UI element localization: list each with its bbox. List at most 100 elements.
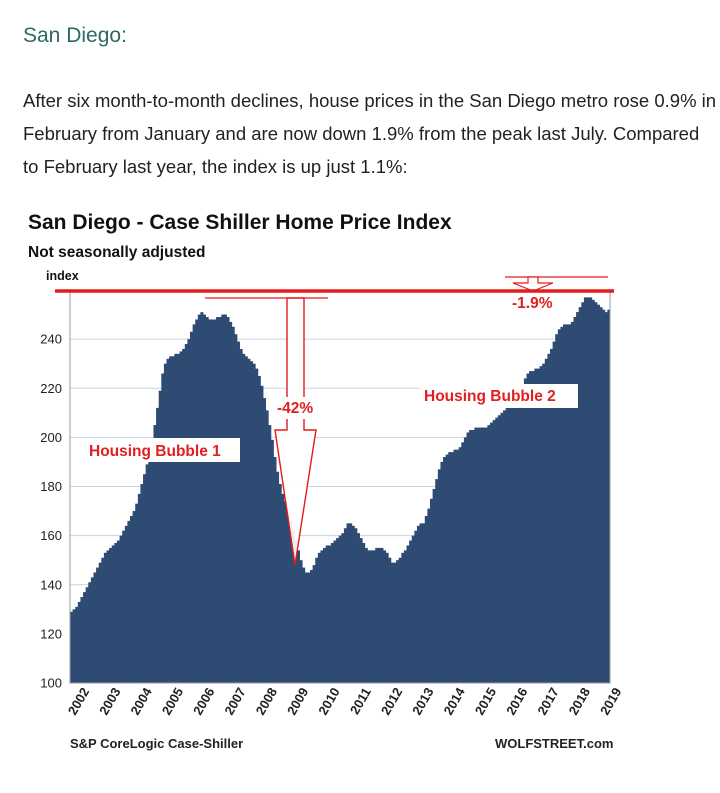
annotation-bg-bubble-1 [85, 438, 240, 462]
chart-credit: WOLFSTREET.com [495, 736, 613, 751]
bar [576, 312, 580, 683]
bar [521, 385, 525, 683]
bar [111, 545, 115, 683]
bar [323, 547, 327, 683]
bar [482, 427, 486, 683]
bar [174, 353, 178, 683]
bar [192, 324, 196, 683]
bar [130, 515, 134, 683]
bar [205, 317, 209, 683]
bar [265, 410, 269, 683]
bar [594, 302, 598, 683]
chart-title: San Diego - Case Shiller Home Price Inde… [28, 211, 452, 234]
y-tick-labels: 100 120 140 160 180 200 220 240 [40, 332, 62, 691]
bar [216, 317, 220, 683]
bar [122, 530, 126, 683]
bar [179, 351, 183, 683]
bar [325, 545, 329, 683]
bar [276, 471, 280, 683]
bar [458, 447, 462, 683]
bar [98, 562, 102, 683]
bar-series [70, 297, 611, 684]
bar [270, 439, 274, 683]
bar [534, 368, 538, 683]
bar [221, 314, 225, 683]
bar [163, 363, 167, 683]
bar [518, 390, 522, 683]
drop-arrow-42 [205, 297, 328, 566]
bar [414, 530, 418, 683]
bar [124, 525, 128, 683]
bar [516, 393, 520, 683]
bar [471, 430, 475, 683]
bar [247, 358, 251, 683]
bar [557, 329, 561, 683]
annotation-minus-42: -42% [277, 400, 313, 417]
bar [508, 405, 512, 683]
bar [197, 314, 201, 683]
bar [169, 356, 173, 683]
bar [137, 493, 141, 683]
bar [70, 611, 74, 683]
bar [380, 547, 384, 683]
bar [427, 508, 431, 683]
bar [343, 528, 347, 683]
bar [401, 552, 405, 683]
bar [398, 557, 402, 683]
bar [158, 390, 162, 683]
bar [255, 368, 259, 683]
bar [453, 449, 457, 683]
bar [466, 432, 470, 683]
bar [531, 371, 535, 683]
bar [351, 525, 355, 683]
bar [578, 307, 582, 683]
bar [607, 309, 611, 683]
bar [72, 609, 76, 683]
bar [268, 425, 272, 683]
bar [523, 378, 527, 683]
y-tick-label: 100 [40, 676, 62, 691]
section-heading: San Diego: [23, 24, 127, 47]
bar [503, 410, 507, 683]
bar [450, 452, 454, 683]
bar [526, 373, 530, 683]
annotation-housing-bubble-1: Housing Bubble 1 [89, 443, 221, 460]
bar [153, 425, 157, 683]
bar [106, 550, 110, 683]
bar [463, 437, 467, 684]
bar [409, 540, 413, 683]
bar [135, 503, 139, 683]
bar [88, 582, 92, 683]
bar [226, 317, 230, 683]
intro-paragraph: After six month-to-month declines, house… [23, 90, 717, 177]
bar [422, 523, 426, 683]
bar [150, 439, 154, 683]
bar [356, 533, 360, 683]
annotation-bg-1-9 [508, 293, 562, 313]
bar [406, 545, 410, 683]
bar [390, 562, 394, 683]
bar [127, 520, 131, 683]
bar [484, 427, 488, 683]
bar [278, 484, 282, 683]
bar [166, 358, 170, 683]
bar [456, 449, 460, 683]
bar [586, 297, 590, 683]
bar [203, 314, 207, 683]
bar [294, 540, 298, 683]
bar [119, 535, 123, 684]
bar [101, 557, 105, 683]
bar [440, 461, 444, 683]
bar [563, 324, 567, 683]
annotation-bg-42 [274, 397, 324, 419]
bar [604, 312, 608, 683]
bar [190, 331, 194, 683]
bar [317, 552, 321, 683]
bar [336, 538, 340, 683]
bar [416, 525, 420, 683]
bar [547, 353, 551, 683]
y-tick-label: 120 [40, 626, 62, 641]
bar [341, 533, 345, 683]
bar [234, 334, 238, 683]
bar [388, 557, 392, 683]
